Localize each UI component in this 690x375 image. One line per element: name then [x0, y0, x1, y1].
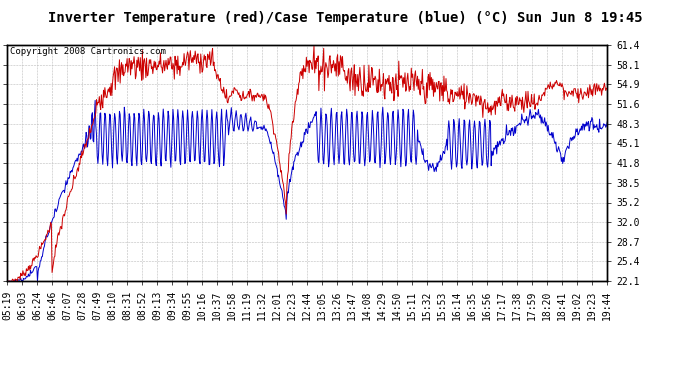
- Text: Copyright 2008 Cartronics.com: Copyright 2008 Cartronics.com: [10, 47, 166, 56]
- Text: Inverter Temperature (red)/Case Temperature (blue) (°C) Sun Jun 8 19:45: Inverter Temperature (red)/Case Temperat…: [48, 11, 642, 25]
